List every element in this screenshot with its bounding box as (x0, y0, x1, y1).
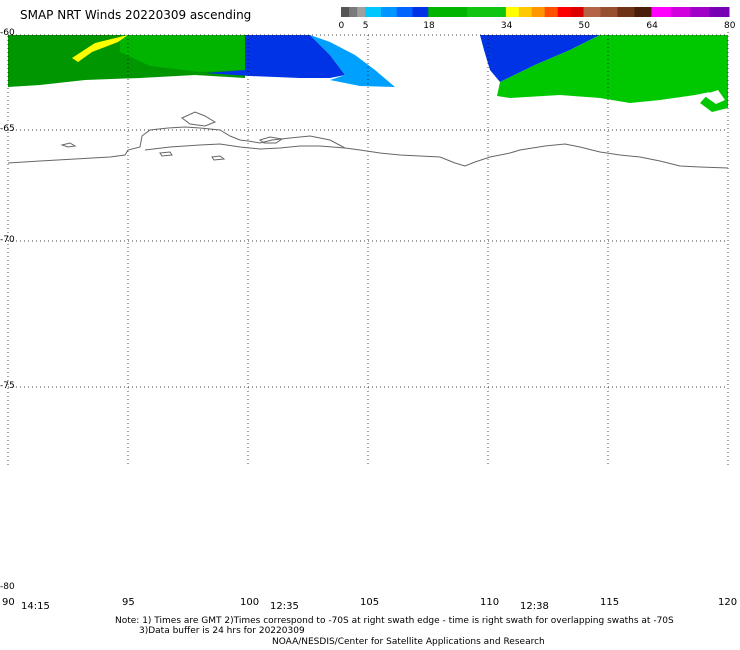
coastline-island-3 (159, 151, 173, 157)
colorbar-swatch (651, 7, 672, 17)
colorbar-swatch (709, 7, 730, 17)
lon-label-120: 120 (718, 597, 738, 608)
coastline-island-2 (258, 136, 284, 144)
colorbar-swatch (670, 7, 691, 17)
colorbar-swatch (396, 7, 414, 17)
wind-high-streak-yellow (72, 35, 128, 62)
colorbar-tick-5: 5 (362, 21, 369, 31)
colorbar-tick-18: 18 (423, 21, 435, 31)
swath-time-3: 12:38 (520, 601, 549, 612)
lat-label-80: -80 (0, 582, 15, 592)
lat-label-65: -65 (0, 124, 15, 134)
colorbar-swatch (600, 7, 618, 17)
swath-time-2: 12:35 (270, 601, 299, 612)
colorbar-swatch (365, 7, 382, 17)
lon-label-115: 115 (600, 597, 620, 608)
colorbar-tick-0: 0 (338, 21, 345, 31)
lon-label-100: 100 (240, 597, 260, 608)
wind-swath-left-green-light (120, 35, 245, 72)
colorbar-swatch (531, 7, 546, 17)
note-line-2: 3)Data buffer is 24 hrs for 20220309 (139, 626, 305, 636)
colorbar-swatch (341, 7, 350, 17)
wind-swath-center-light-blue (310, 35, 395, 87)
colorbar-swatch (381, 7, 398, 17)
coastline-inner-detail (144, 143, 346, 151)
note-line-1: Note: 1) Times are GMT 2)Times correspon… (115, 616, 674, 626)
colorbar-tick-80: 80 (724, 21, 736, 31)
lat-label-75: -75 (0, 381, 15, 391)
coastline-island-4 (211, 155, 226, 161)
wind-swath-right-white-gap (703, 90, 725, 104)
colorbar-swatch (544, 7, 559, 17)
lat-label-60: -60 (0, 28, 15, 38)
colorbar-swatch (349, 7, 358, 17)
colorbar-swatch (428, 7, 468, 17)
colorbar-swatch (570, 7, 584, 17)
coastline-shelf-detail (181, 111, 217, 127)
wind-swath-right-green (497, 35, 728, 112)
colorbar-swatch (505, 7, 520, 17)
colorbar-tick-64: 64 (646, 21, 658, 31)
map-title: SMAP NRT Winds 20220309 ascending (20, 8, 252, 22)
colorbar-tick-34: 34 (500, 21, 513, 31)
colorbar-swatch (634, 7, 652, 17)
wind-swath-right-blue (480, 35, 600, 82)
wind-swath-center-blue (205, 35, 345, 78)
map-grid (8, 34, 728, 465)
colorbar-swatch (583, 7, 601, 17)
lat-label-70: -70 (0, 235, 15, 245)
wind-speed-colorbar (341, 7, 730, 17)
lon-label-105: 105 (360, 597, 380, 608)
swath-time-1: 14:15 (21, 601, 50, 612)
colorbar-swatch (518, 7, 533, 17)
note-line-3: NOAA/NESDIS/Center for Satellite Applica… (272, 637, 545, 647)
colorbar-swatch (357, 7, 366, 17)
colorbar-swatch (617, 7, 635, 17)
colorbar-swatch (557, 7, 572, 17)
colorbar-swatch (690, 7, 711, 17)
lon-label-110: 110 (480, 597, 500, 608)
colorbar-swatch (412, 7, 429, 17)
lon-label-95: 95 (122, 597, 135, 608)
coastline-island-1 (60, 142, 77, 148)
colorbar-swatch (467, 7, 507, 17)
colorbar-tick-50: 50 (578, 21, 590, 31)
lon-label-90: 90 (2, 597, 15, 608)
